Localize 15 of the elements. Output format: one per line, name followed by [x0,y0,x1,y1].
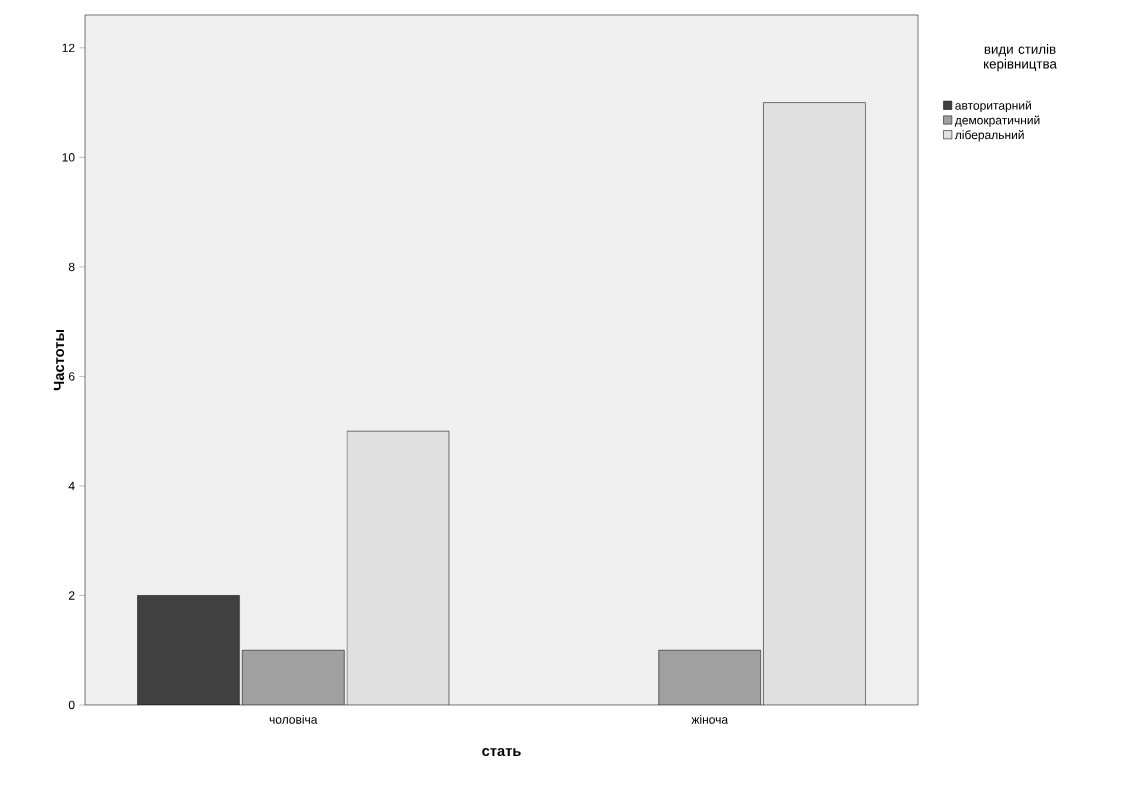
y-axis-title: Частоты [53,330,65,391]
y-tick-label: 12 [62,43,75,53]
y-tick-label: 2 [68,591,75,600]
y-tick-label: 4 [68,481,75,491]
legend-label: авторитарний [955,100,1031,113]
legend-title: види стилів керівництва [984,44,1057,72]
x-axis-title: стать [482,748,521,757]
y-tick-label: 10 [62,153,75,162]
y-tick-label: 6 [68,372,75,381]
y-tick-label: 0 [68,700,75,710]
legend-label: ліберальний [954,130,1024,142]
x-tick-label: чоловіча [269,714,318,724]
x-tick-label: жіноча [691,714,729,724]
y-tick-label: 8 [68,262,75,272]
legend-label: демократичний [954,115,1040,127]
